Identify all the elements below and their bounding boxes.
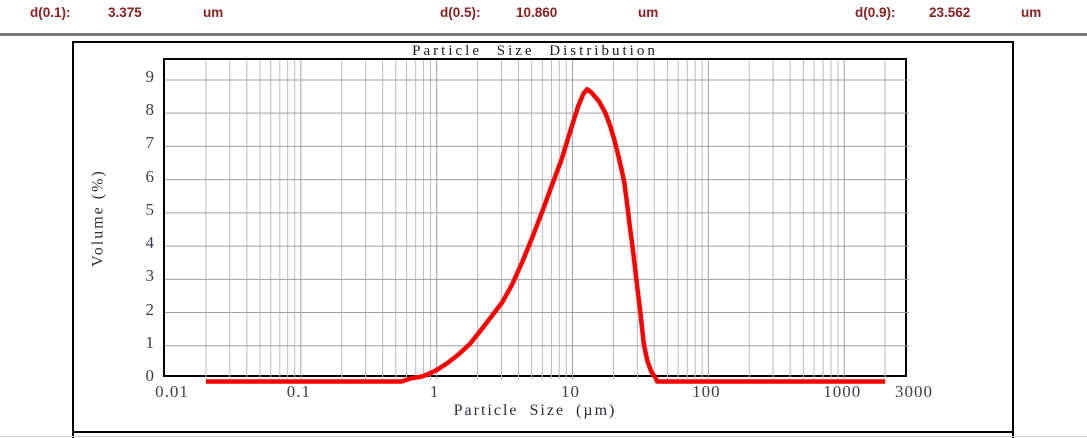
d50-label: d(0.5): — [440, 5, 481, 20]
y-tick-label: 5 — [145, 199, 155, 219]
y-tick-label: 4 — [145, 233, 155, 253]
y-tick-label: 6 — [145, 166, 155, 186]
d50-unit: um — [638, 5, 659, 20]
y-tick-label: 7 — [145, 133, 155, 153]
y-tick-label: 3 — [145, 266, 155, 286]
y-axis-title-text: Volume (%) — [90, 168, 107, 267]
header-stats: d(0.1): 3.375 um d(0.5): 10.860 um d(0.9… — [0, 3, 1087, 29]
x-tick-labels: 0.01 0.1 1 10 100 1000 3000 — [155, 382, 932, 402]
d90-value: 23.562 — [929, 5, 971, 20]
y-tick-label: 2 — [145, 299, 155, 319]
d10-value: 3.375 — [108, 5, 142, 20]
x-tick-label: 10 — [561, 382, 580, 401]
x-tick-label: 1 — [429, 382, 440, 401]
d90-label: d(0.9): — [855, 5, 896, 20]
x-tick-label: 1000 — [823, 382, 862, 401]
x-tick-label: 100 — [692, 382, 721, 401]
next-section-border-left — [72, 433, 74, 438]
y-tick-label: 8 — [145, 100, 155, 120]
y-tick-label: 9 — [145, 66, 155, 86]
y-tick-label: 1 — [145, 332, 155, 352]
y-tick-labels: 0 1 2 3 4 5 6 7 8 9 — [122, 58, 158, 385]
d50-value: 10.860 — [516, 5, 558, 20]
plot-area — [163, 58, 909, 384]
d10-unit: um — [203, 5, 224, 20]
x-tick-label: 3000 — [895, 382, 933, 401]
x-axis-title: Particle Size (µm) — [453, 402, 617, 419]
plot-svg — [165, 60, 909, 384]
x-tick-label: 0.01 — [155, 382, 189, 401]
distribution-curve — [205, 86, 886, 384]
y-axis-title: Volume (%) — [76, 58, 122, 377]
header-separator — [0, 33, 1087, 36]
d90-unit: um — [1021, 5, 1042, 20]
d10-label: d(0.1): — [30, 5, 71, 20]
chart-title: Particle Size Distribution — [412, 43, 658, 59]
y-tick-label: 0 — [145, 366, 155, 385]
x-tick-label: 0.1 — [286, 382, 311, 401]
chart-panel: Particle Size Distribution Volume (%) 0 1… — [72, 41, 1014, 433]
next-section-border-right — [1012, 433, 1014, 438]
cutoff-section-edge — [0, 436, 1087, 437]
